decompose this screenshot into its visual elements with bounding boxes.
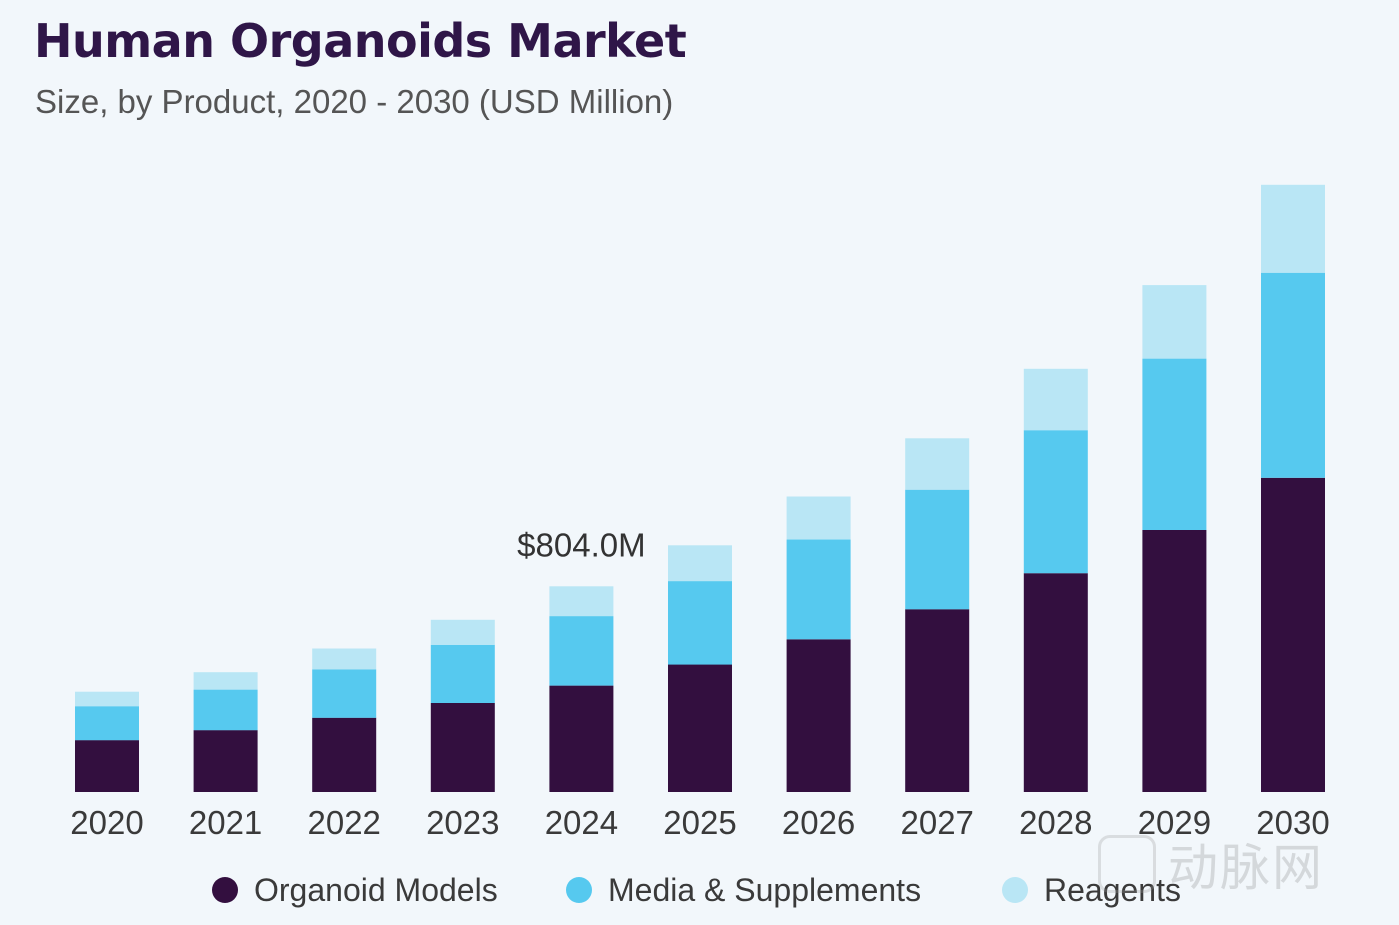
watermark: 动脉网 (1098, 832, 1324, 897)
bar-organoid-models-2026 (786, 639, 851, 792)
bar-organoid-models-2020 (75, 740, 139, 792)
bar-media-and-supplements-2029 (1142, 358, 1207, 530)
bar-media-and-supplements-2020 (75, 706, 139, 741)
x-tick-label-2027: 2027 (900, 804, 973, 841)
x-tick-label-2029: 2029 (1138, 804, 1211, 841)
bar-media-and-supplements-2030 (1261, 272, 1325, 478)
bar-media-and-supplements-2027 (905, 489, 970, 610)
legend-item-organoid-models: Organoid Models (212, 866, 498, 914)
x-tick-label-2022: 2022 (307, 804, 380, 841)
bar-organoid-models-2029 (1142, 530, 1207, 792)
bar-organoid-models-2027 (905, 609, 970, 792)
bars-layer (75, 184, 1325, 792)
bar-reagents-2024 (549, 586, 614, 617)
bar-media-and-supplements-2022 (312, 669, 377, 718)
bar-organoid-models-2022 (312, 717, 377, 792)
bar-reagents-2022 (312, 648, 377, 670)
bar-organoid-models-2024 (549, 685, 614, 792)
x-tick-label-2028: 2028 (1019, 804, 1092, 841)
bar-media-and-supplements-2021 (193, 689, 258, 731)
bar-media-and-supplements-2028 (1023, 430, 1088, 574)
chart-title: Human Organoids Market (34, 14, 687, 68)
bar-reagents-2023 (430, 619, 495, 645)
bar-reagents-2025 (668, 545, 732, 582)
x-tick-label-2023: 2023 (426, 804, 499, 841)
x-tick-label-2030: 2030 (1256, 804, 1329, 841)
annotations-layer: $804.0M (517, 526, 645, 563)
watermark-logo-icon (1098, 835, 1156, 893)
legend-label-media-supplements: Media & Supplements (608, 871, 922, 908)
watermark-text: 动脉网 (1168, 839, 1324, 897)
bar-reagents-2020 (75, 691, 139, 707)
bar-media-and-supplements-2023 (430, 644, 495, 703)
data-label-2024: $804.0M (517, 526, 645, 563)
legend-swatch-reagents (1002, 877, 1028, 903)
bar-organoid-models-2023 (430, 703, 495, 792)
x-tick-label-2020: 2020 (70, 804, 143, 841)
bar-media-and-supplements-2026 (786, 539, 851, 640)
bar-organoid-models-2028 (1023, 573, 1088, 792)
bar-organoid-models-2025 (668, 664, 732, 792)
bar-reagents-2026 (786, 496, 851, 540)
legend-label-organoid-models: Organoid Models (254, 871, 498, 908)
x-tick-label-2025: 2025 (663, 804, 736, 841)
bar-reagents-2021 (193, 672, 258, 690)
bar-reagents-2028 (1023, 368, 1088, 431)
bar-reagents-2027 (905, 438, 970, 490)
bar-organoid-models-2030 (1261, 477, 1325, 792)
bar-reagents-2029 (1142, 285, 1207, 359)
legend-label-reagents: Reagents (1044, 871, 1181, 908)
chart-subtitle: Size, by Product, 2020 - 2030 (USD Milli… (35, 83, 674, 120)
legend-item-reagents: Reagents (1002, 866, 1181, 914)
x-tick-label-2026: 2026 (782, 804, 855, 841)
legend: Organoid Models Media & Supplements Reag… (0, 866, 1399, 914)
x-tick-label-2021: 2021 (189, 804, 262, 841)
legend-swatch-organoid-models (212, 877, 238, 903)
legend-swatch-media-supplements (566, 877, 592, 903)
legend-item-media-supplements: Media & Supplements (566, 866, 921, 914)
bar-reagents-2030 (1261, 184, 1325, 273)
x-tick-label-2024: 2024 (545, 804, 618, 841)
x-axis-ticks: 2020 2021 2022 2023 2024 2025 2026 2027 2028 2029… (70, 804, 1329, 841)
bar-media-and-supplements-2025 (668, 581, 732, 665)
bar-media-and-supplements-2024 (549, 616, 614, 686)
bar-organoid-models-2021 (193, 730, 258, 792)
